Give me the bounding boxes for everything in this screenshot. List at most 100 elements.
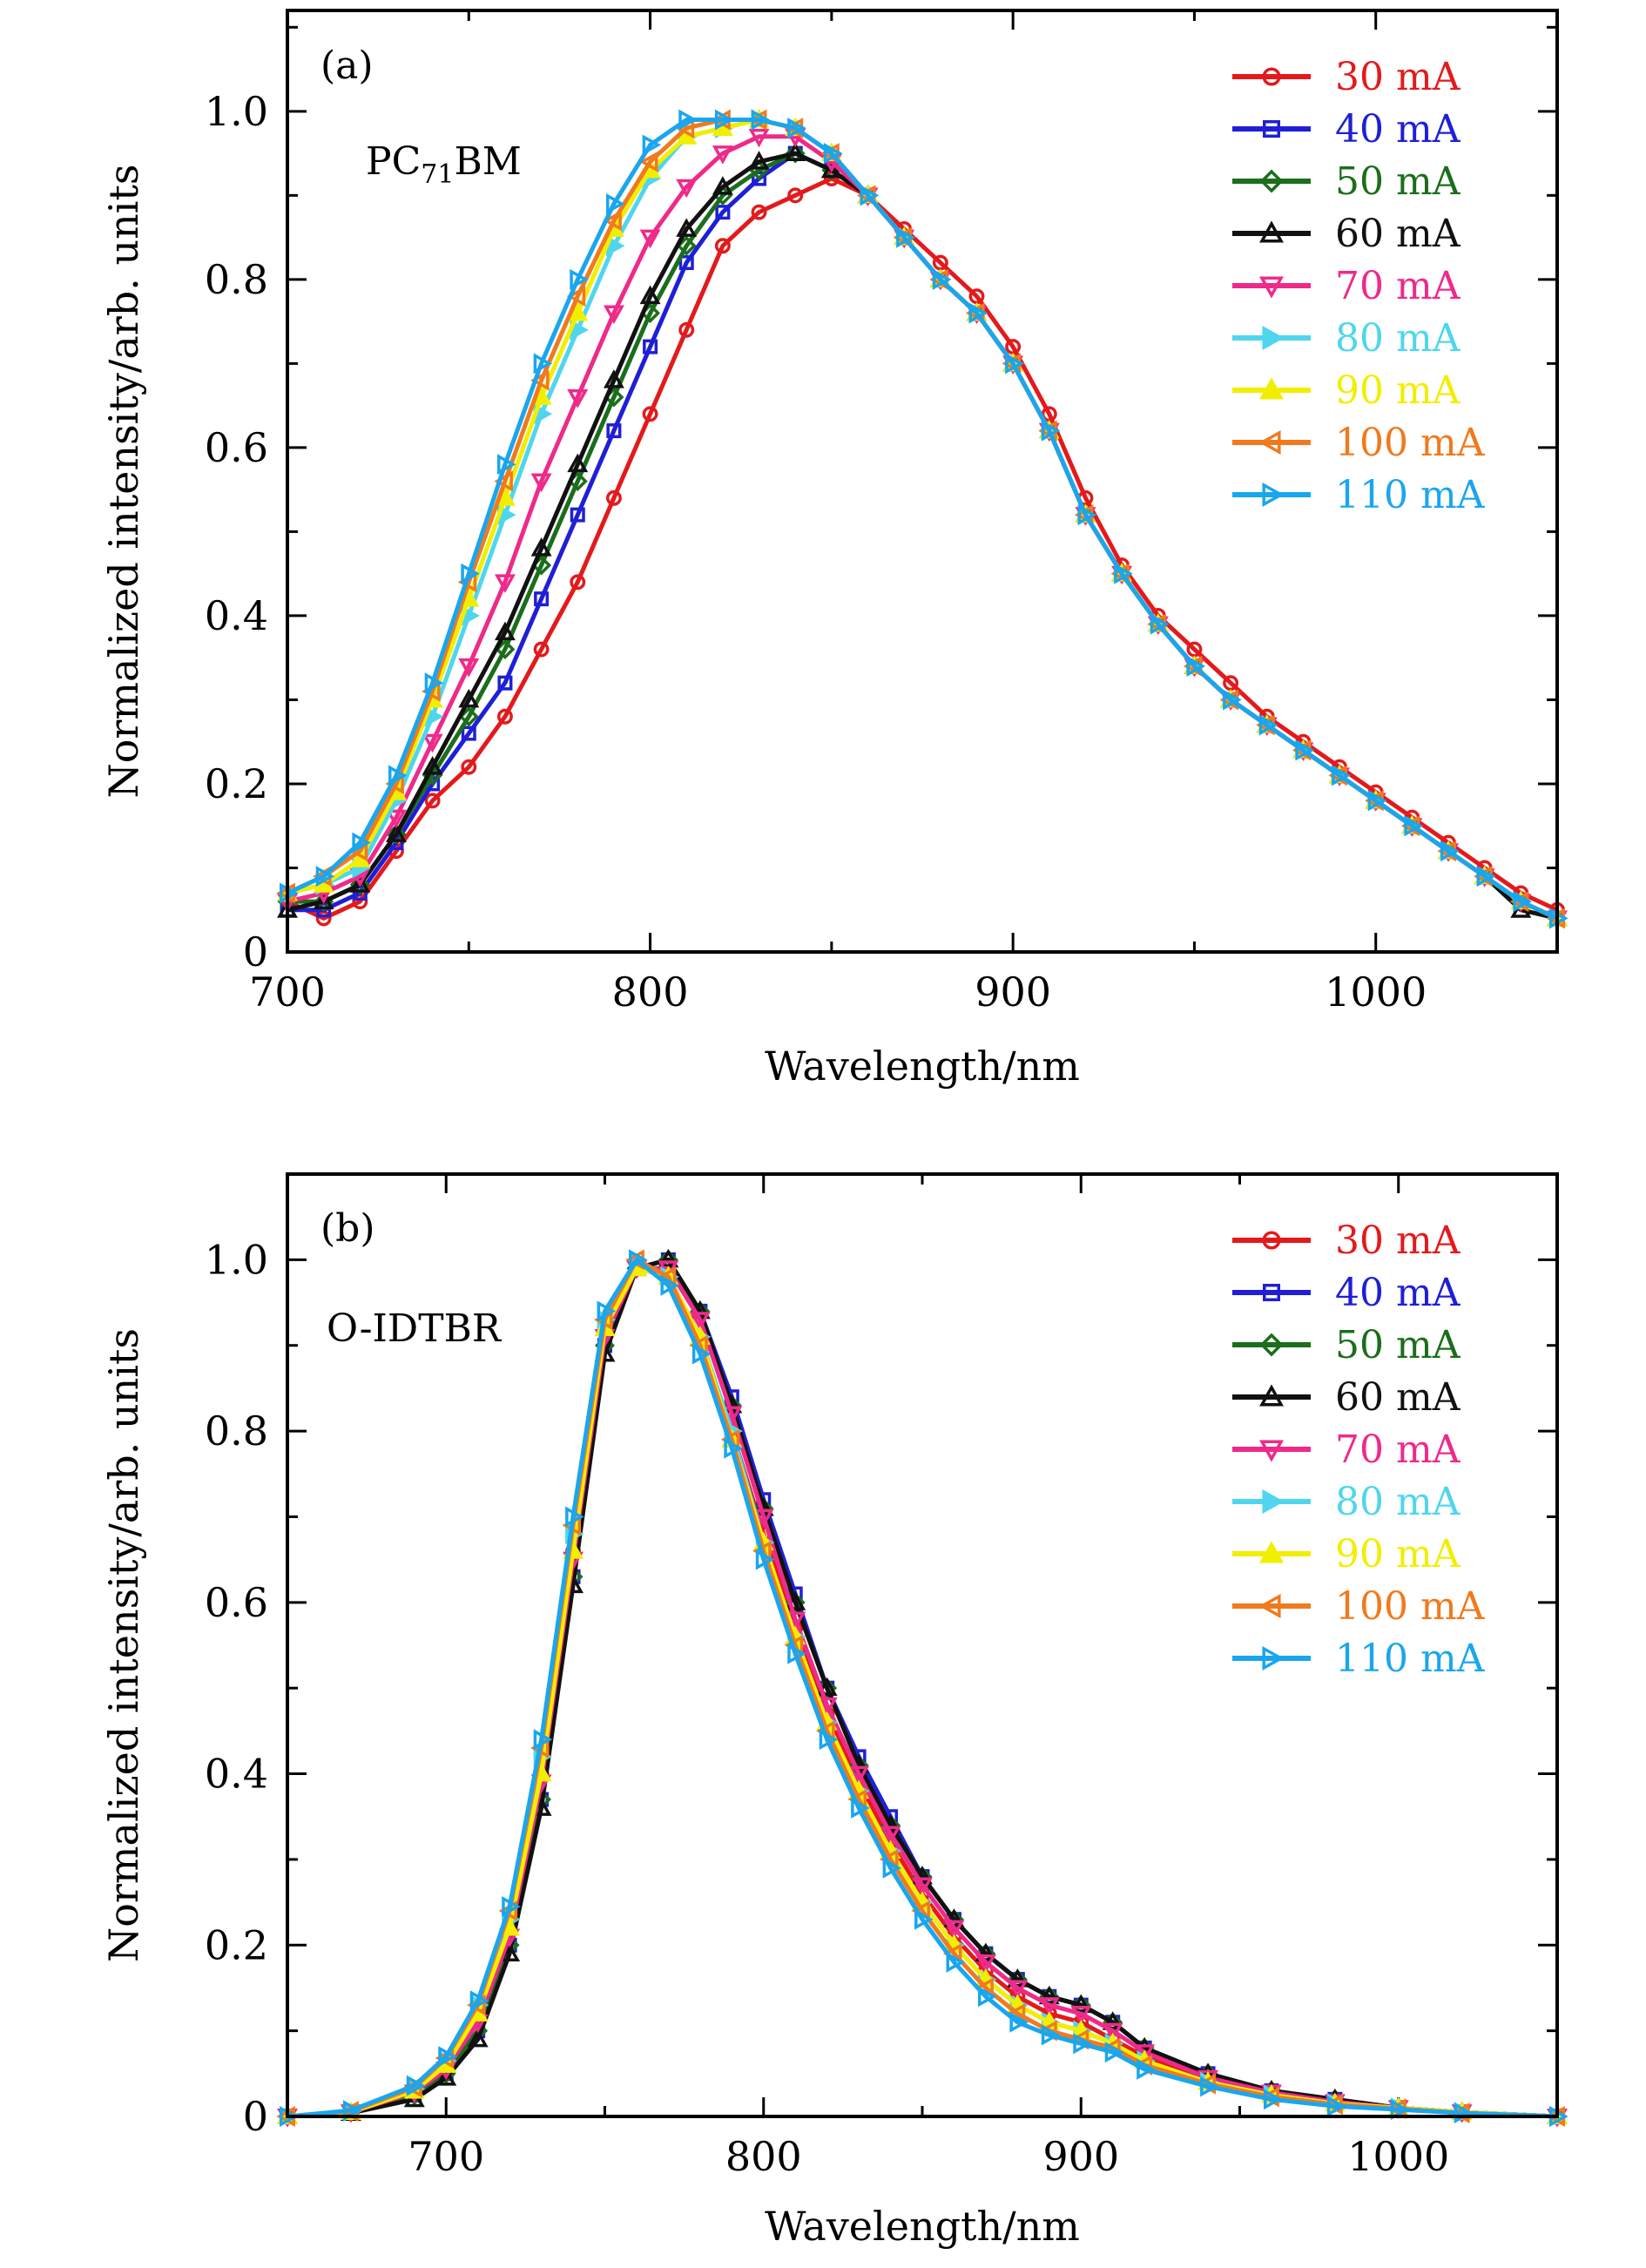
data-point <box>968 302 988 324</box>
data-point <box>1200 2076 1219 2097</box>
data-point <box>565 1506 584 1528</box>
series-line <box>286 118 1559 921</box>
data-point <box>1513 891 1532 913</box>
data-point <box>530 369 550 391</box>
data-point <box>533 641 550 658</box>
x-tick-label: 700 <box>249 969 326 1016</box>
data-point <box>494 470 513 492</box>
data-point <box>724 1437 743 1459</box>
x-tick-label: 800 <box>612 969 689 1016</box>
data-point <box>461 563 480 584</box>
panel-a: (a) PC71BM Normalized intensity/arb. uni… <box>100 9 1568 1090</box>
legend-marker <box>1262 483 1285 507</box>
data-point <box>823 143 843 165</box>
panel-b: (b) O-IDTBR Normalized intensity/arb. un… <box>100 1172 1568 2250</box>
legend-b: 30 mA 40 mA 50 mA 60 mA 70 mA 80 mA 90 mA 100 m… <box>1232 1218 1486 1681</box>
y-tick-label: 0.8 <box>205 1407 268 1455</box>
legend-marker <box>1259 1541 1284 1563</box>
data-point <box>435 2067 457 2086</box>
data-point <box>1077 504 1097 526</box>
data-point <box>638 151 658 172</box>
y-tick-label: 0.8 <box>205 256 268 303</box>
y-axis-label-b: Normalized intensity/arb. units <box>100 1328 147 1962</box>
material-label-a: PC71BM <box>366 139 522 190</box>
material-label-b: O-IDTBR <box>327 1306 503 1351</box>
x-tick-label: 900 <box>975 969 1051 1016</box>
legend-label: 90 mA <box>1335 1532 1461 1576</box>
data-point <box>975 1954 996 1974</box>
data-point <box>860 185 880 206</box>
data-point <box>785 142 806 162</box>
data-point <box>642 134 662 156</box>
legend-label: 50 mA <box>1335 1323 1461 1367</box>
data-point <box>689 1312 711 1331</box>
y-tick-label: 0.2 <box>205 1921 268 1968</box>
data-point <box>530 537 552 557</box>
data-point <box>1223 689 1242 711</box>
legend-label: 70 mA <box>1335 264 1461 308</box>
data-point <box>1073 2033 1092 2055</box>
data-point <box>1114 563 1133 584</box>
data-point <box>567 453 589 473</box>
x-tick-label: 900 <box>1042 2133 1119 2180</box>
data-point <box>1390 2099 1410 2121</box>
data-point <box>438 2046 457 2068</box>
legend-label: 90 mA <box>1335 368 1461 413</box>
legend-marker <box>1259 169 1284 193</box>
y-tick-label: 1.0 <box>205 88 268 135</box>
data-point <box>880 1826 901 1846</box>
data-point <box>851 1797 870 1819</box>
data-point <box>1041 420 1061 442</box>
y-tick-label: 0.2 <box>205 760 268 807</box>
legend-marker <box>1262 1646 1285 1671</box>
data-point <box>494 574 516 593</box>
data-point <box>676 179 698 199</box>
legend-marker <box>1263 1284 1280 1301</box>
data-point <box>1295 739 1315 761</box>
y-tick-label: 0 <box>243 928 268 975</box>
y-tick-label: 0.6 <box>205 1579 268 1626</box>
data-point <box>567 389 589 408</box>
data-point <box>570 574 586 591</box>
data-point <box>458 688 480 708</box>
data-point <box>1009 2011 1029 2033</box>
data-point <box>386 824 407 845</box>
data-point <box>629 1249 648 1271</box>
series-b <box>276 1248 1568 2128</box>
data-point <box>388 765 408 786</box>
y-tick-label: 0 <box>243 2093 268 2140</box>
data-point <box>1332 765 1351 786</box>
data-point <box>848 1765 870 1785</box>
legend-label: 60 mA <box>1335 1375 1461 1420</box>
legend-marker <box>1258 430 1281 455</box>
data-point <box>533 1729 553 1751</box>
data-point <box>496 454 516 476</box>
data-point <box>349 874 370 895</box>
data-point <box>912 1877 933 1897</box>
data-point <box>642 406 658 422</box>
data-point <box>530 473 552 493</box>
data-point <box>424 793 441 809</box>
legend-marker <box>1258 1594 1281 1618</box>
data-point <box>1186 655 1206 677</box>
data-point <box>691 1343 712 1365</box>
legend-label: 40 mA <box>1335 107 1461 152</box>
data-point <box>712 176 733 195</box>
data-point <box>533 353 553 375</box>
data-point <box>461 726 476 741</box>
legend-marker <box>1259 377 1284 400</box>
data-point <box>787 1643 806 1664</box>
x-tick-label: 800 <box>725 2133 802 2180</box>
data-point <box>752 1509 774 1529</box>
y-axis-label-a: Normalized intensity/arb. units <box>100 164 147 798</box>
data-point <box>914 1908 934 1930</box>
data-point <box>639 285 661 305</box>
data-point <box>1137 2058 1156 2080</box>
legend-label: 80 mA <box>1335 1480 1461 1524</box>
data-point <box>1007 1980 1029 2000</box>
data-point <box>643 339 658 354</box>
data-point <box>603 305 624 325</box>
data-point <box>943 1920 965 1940</box>
data-point <box>502 1896 521 1917</box>
